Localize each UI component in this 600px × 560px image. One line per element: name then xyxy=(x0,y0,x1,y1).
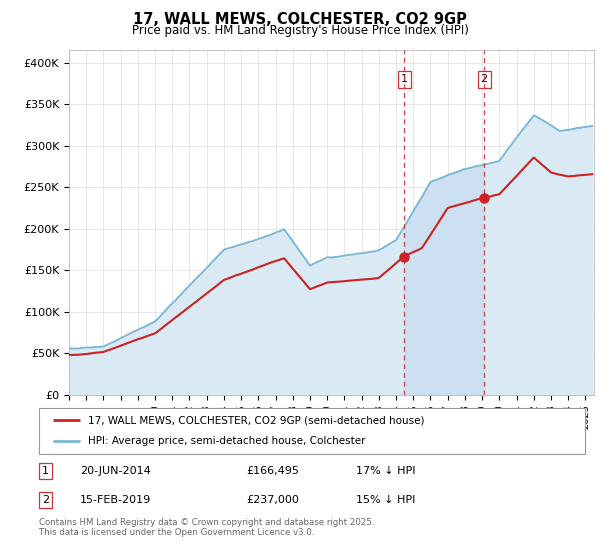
FancyBboxPatch shape xyxy=(39,408,585,454)
Text: 20-JUN-2014: 20-JUN-2014 xyxy=(80,466,151,475)
Text: Price paid vs. HM Land Registry's House Price Index (HPI): Price paid vs. HM Land Registry's House … xyxy=(131,24,469,36)
Text: 1: 1 xyxy=(401,74,407,85)
Text: 2: 2 xyxy=(481,74,488,85)
Text: 2: 2 xyxy=(42,496,49,505)
Text: Contains HM Land Registry data © Crown copyright and database right 2025.
This d: Contains HM Land Registry data © Crown c… xyxy=(39,518,374,538)
Text: £166,495: £166,495 xyxy=(247,466,299,475)
Text: 15-FEB-2019: 15-FEB-2019 xyxy=(80,496,151,505)
Text: 17% ↓ HPI: 17% ↓ HPI xyxy=(356,466,415,475)
Text: HPI: Average price, semi-detached house, Colchester: HPI: Average price, semi-detached house,… xyxy=(88,436,365,446)
Text: 17, WALL MEWS, COLCHESTER, CO2 9GP: 17, WALL MEWS, COLCHESTER, CO2 9GP xyxy=(133,12,467,27)
Text: 17, WALL MEWS, COLCHESTER, CO2 9GP (semi-detached house): 17, WALL MEWS, COLCHESTER, CO2 9GP (semi… xyxy=(88,415,425,425)
Text: 15% ↓ HPI: 15% ↓ HPI xyxy=(356,496,415,505)
Text: 1: 1 xyxy=(42,466,49,475)
Text: £237,000: £237,000 xyxy=(247,496,299,505)
